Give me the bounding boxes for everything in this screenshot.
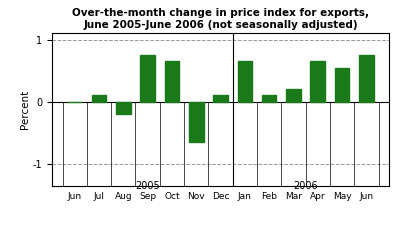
Bar [262,95,276,102]
Bar [335,68,349,102]
Bar [310,61,325,102]
Bar [165,61,179,102]
Bar [213,95,228,102]
Bar [189,102,204,142]
Y-axis label: Percent: Percent [20,90,30,129]
Bar [237,61,252,102]
Bar [140,55,155,102]
Bar [92,95,106,102]
Title: Over-the-month change in price index for exports,
June 2005-June 2006 (not seaso: Over-the-month change in price index for… [72,8,369,30]
Bar [286,89,301,102]
Bar [359,55,374,102]
Text: 2005: 2005 [135,181,160,191]
Text: 2006: 2006 [293,181,318,191]
Bar [116,102,131,114]
